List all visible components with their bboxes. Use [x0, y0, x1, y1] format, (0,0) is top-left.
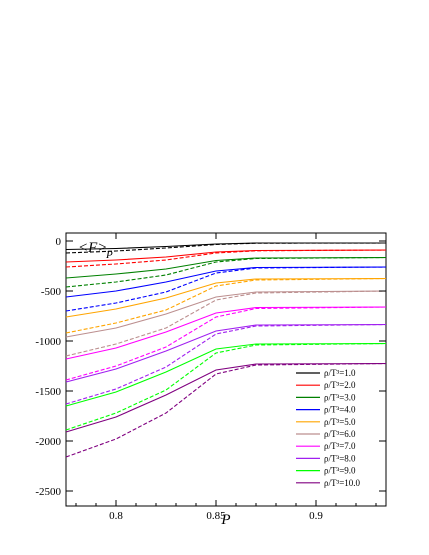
series-line-dashed-5 [65, 277, 387, 334]
legend-label: ρ/T³=5.0 [324, 417, 356, 427]
series-line-dashed-9 [65, 342, 387, 431]
series-line-solid-6 [65, 290, 387, 338]
legend-label: ρ/T³=4.0 [324, 405, 356, 415]
series-line-dashed-3 [65, 256, 387, 288]
series-line-dashed-6 [65, 290, 387, 357]
annotation-subscript: P [105, 249, 113, 261]
series-line-solid-5 [65, 277, 387, 318]
y-tick-label: -500 [41, 286, 62, 298]
series-line-dashed-2 [65, 249, 387, 268]
axis-ticks: 0.8 0.85 0.9 0 -500 -1000 -1500 -2000 -2500 [35, 233, 386, 522]
y-tick-label: -2500 [35, 486, 61, 498]
series-line-dashed-1 [65, 242, 387, 254]
legend: ρ/T³=1.0 ρ/T³=2.0 ρ/T³=3.0 ρ/T³=4.0 ρ/T³=5.0… [296, 368, 361, 488]
y-tick-label: -1500 [35, 386, 61, 398]
x-tick-label: 0.85 [206, 510, 226, 522]
series-line-solid-1 [65, 242, 386, 251]
series-line-dashed-4 [65, 266, 387, 312]
legend-label: ρ/T³=6.0 [324, 429, 356, 439]
series-lines [65, 242, 387, 458]
legend-label: ρ/T³=8.0 [324, 453, 356, 463]
series-line-dashed-7 [65, 306, 387, 381]
series-line-solid-7 [65, 306, 387, 360]
series-line-dashed-8 [65, 323, 387, 405]
y-tick-label: -2000 [35, 436, 61, 448]
x-tick-label: 0.8 [109, 510, 123, 522]
legend-label: ρ/T³=1.0 [324, 368, 356, 378]
legend-label: ρ/T³=9.0 [324, 466, 356, 476]
annotation-label: <F> [78, 240, 107, 256]
plot-frame [65, 232, 387, 507]
series-line-solid-8 [65, 323, 387, 383]
y-tick-label: 0 [56, 236, 62, 248]
x-tick-label: 0.9 [309, 510, 323, 522]
y-tick-label: -1000 [35, 336, 61, 348]
legend-label: ρ/T³=2.0 [324, 380, 356, 390]
series-line-solid-10 [65, 362, 387, 433]
series-line-solid-3 [65, 256, 387, 279]
legend-label: ρ/T³=3.0 [324, 392, 356, 402]
annotation: <F> P [78, 240, 113, 261]
series-line-dashed-10 [65, 362, 387, 458]
legend-label: ρ/T³=10.0 [324, 478, 361, 488]
series-line-solid-9 [65, 342, 387, 407]
legend-label: ρ/T³=7.0 [324, 441, 356, 451]
x-axis-title: P [220, 512, 230, 528]
